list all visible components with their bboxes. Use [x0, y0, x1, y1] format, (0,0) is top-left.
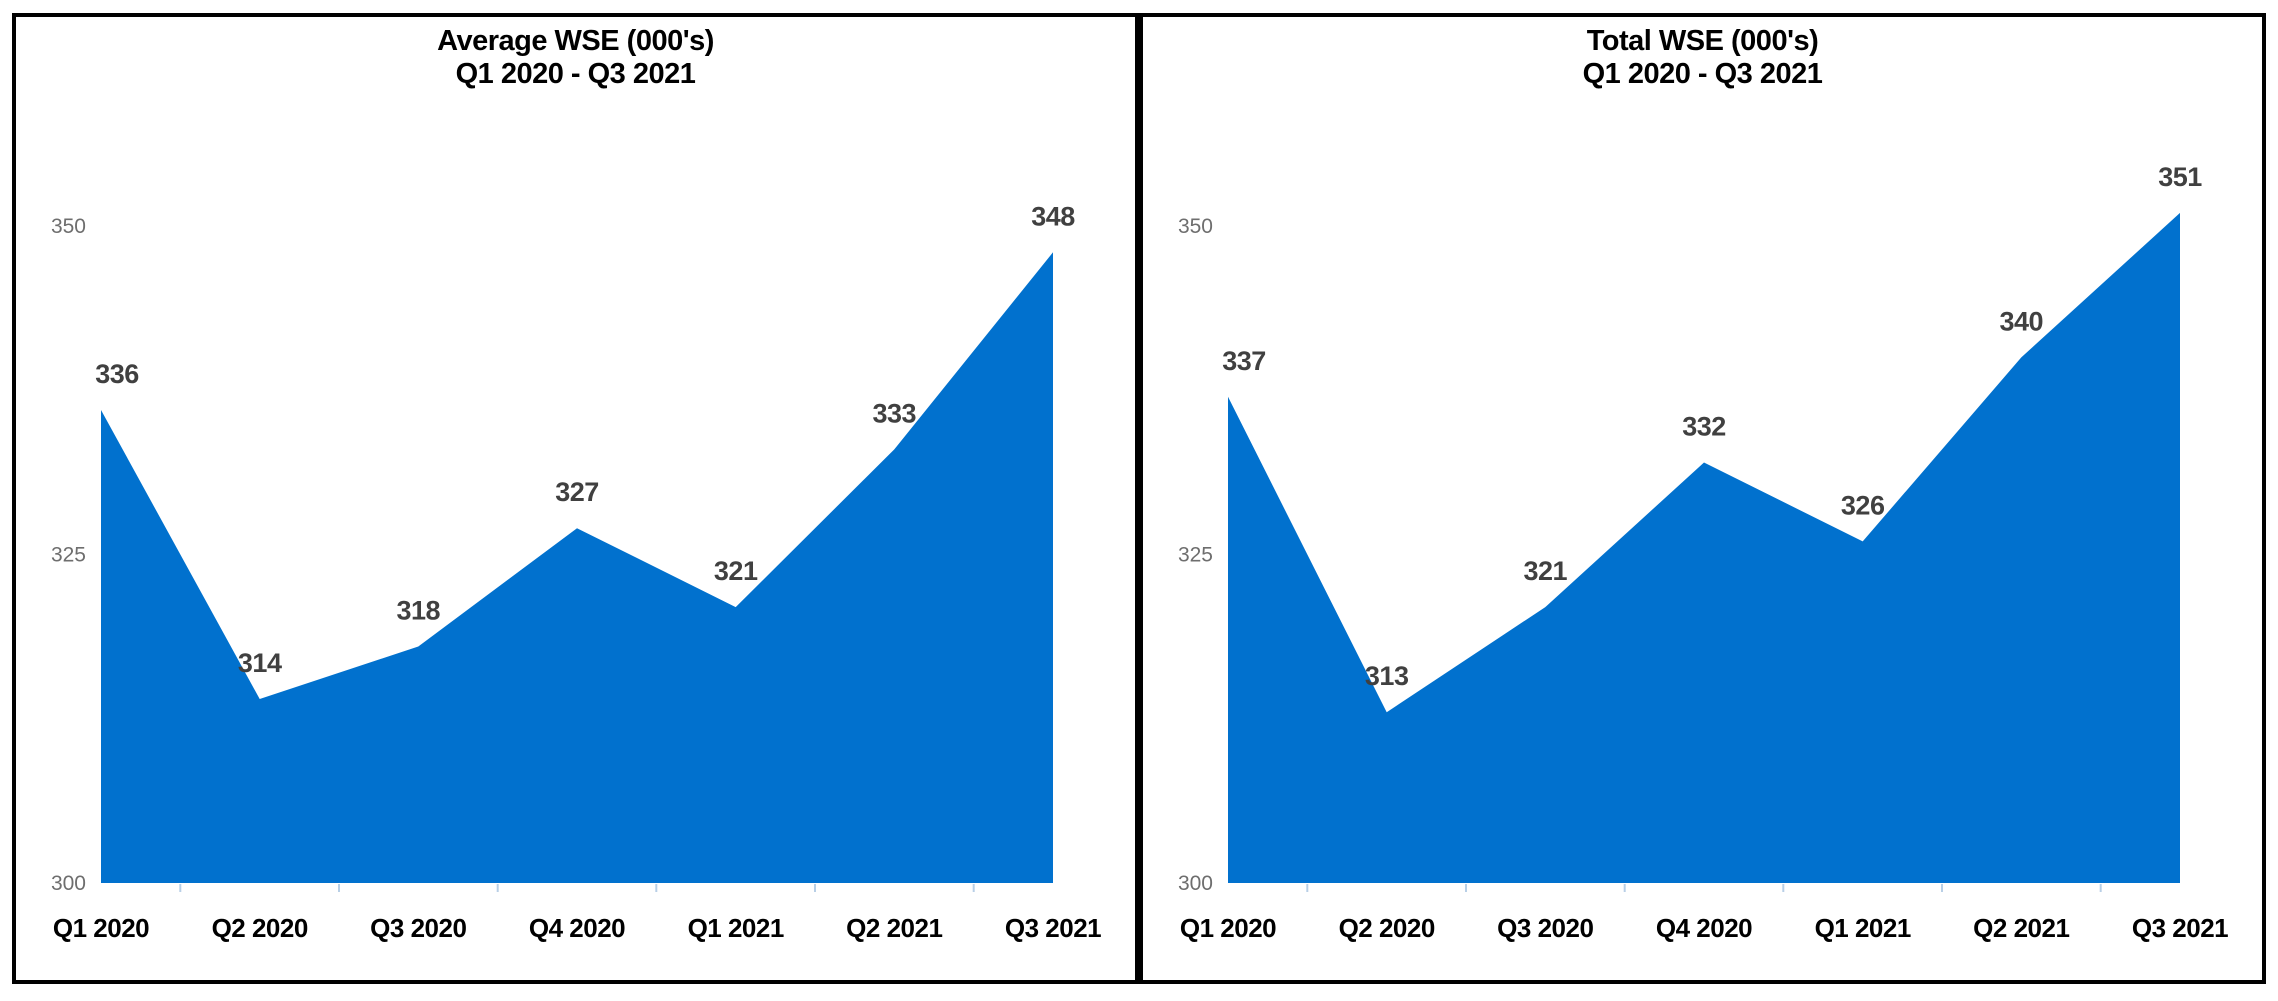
data-label: 326 — [1841, 490, 1885, 520]
chart-title-block: Average WSE (000's) Q1 2020 - Q3 2021 — [16, 25, 1135, 91]
chart-panel-total-wse: Total WSE (000's) Q1 2020 - Q3 2021 300 3… — [1139, 13, 2266, 984]
chart-title-block: Total WSE (000's) Q1 2020 - Q3 2021 — [1143, 25, 2262, 91]
data-label: 321 — [1524, 556, 1568, 586]
data-label: 351 — [2158, 162, 2202, 192]
data-label: 333 — [873, 398, 917, 428]
y-axis-tick-label: 300 — [51, 872, 86, 895]
area-series — [101, 252, 1053, 884]
chart-title: Total WSE (000's) — [1586, 25, 1819, 57]
area-series — [1228, 212, 2180, 883]
data-label: 336 — [95, 359, 139, 389]
x-axis-label: Q1 2020 — [53, 913, 149, 943]
x-axis-label: Q2 2021 — [1973, 913, 2069, 943]
x-axis-label: Q4 2020 — [529, 913, 625, 943]
x-axis-label: Q2 2021 — [846, 913, 942, 943]
data-label: 318 — [397, 596, 441, 626]
chart-subtitle: Q1 2020 - Q3 2021 — [455, 58, 696, 90]
y-axis-tick-label: 325 — [1178, 544, 1213, 567]
data-label: 313 — [1365, 661, 1409, 691]
data-label: 321 — [714, 556, 758, 586]
data-label: 340 — [2000, 306, 2044, 336]
x-axis-label: Q1 2021 — [688, 913, 784, 943]
chart-title: Average WSE (000's) — [437, 25, 714, 57]
x-axis-label: Q2 2020 — [212, 913, 308, 943]
y-axis-tick-label: 300 — [1178, 872, 1213, 895]
data-label: 348 — [1031, 201, 1075, 231]
data-label: 314 — [238, 648, 282, 678]
x-axis-label: Q2 2020 — [1339, 913, 1435, 943]
y-axis-tick-label: 350 — [51, 215, 86, 238]
area-chart-average-wse: 300 325 350 Q1 2020 Q2 2020 Q3 2020 Q4 2020 Q1 … — [51, 201, 1102, 943]
y-axis-tick-label: 325 — [51, 544, 86, 567]
chart-subtitle: Q1 2020 - Q3 2021 — [1582, 58, 1823, 90]
data-label: 332 — [1682, 412, 1726, 442]
chart-panel-average-wse: Average WSE (000's) Q1 2020 - Q3 2021 30… — [12, 13, 1139, 984]
x-axis-label: Q3 2020 — [370, 913, 466, 943]
data-label: 337 — [1222, 346, 1266, 376]
area-chart-total-wse: 300 325 350 Q1 2020 Q2 2020 Q3 2020 Q4 2020 Q1 … — [1178, 162, 2229, 943]
x-axis-label: Q3 2021 — [2132, 913, 2228, 943]
y-axis-tick-label: 350 — [1178, 215, 1213, 238]
data-label: 327 — [555, 477, 599, 507]
x-axis-label: Q4 2020 — [1656, 913, 1752, 943]
x-axis-label: Q1 2020 — [1180, 913, 1276, 943]
x-axis-label: Q3 2020 — [1497, 913, 1593, 943]
x-axis-label: Q3 2021 — [1005, 913, 1101, 943]
x-axis-label: Q1 2021 — [1815, 913, 1911, 943]
